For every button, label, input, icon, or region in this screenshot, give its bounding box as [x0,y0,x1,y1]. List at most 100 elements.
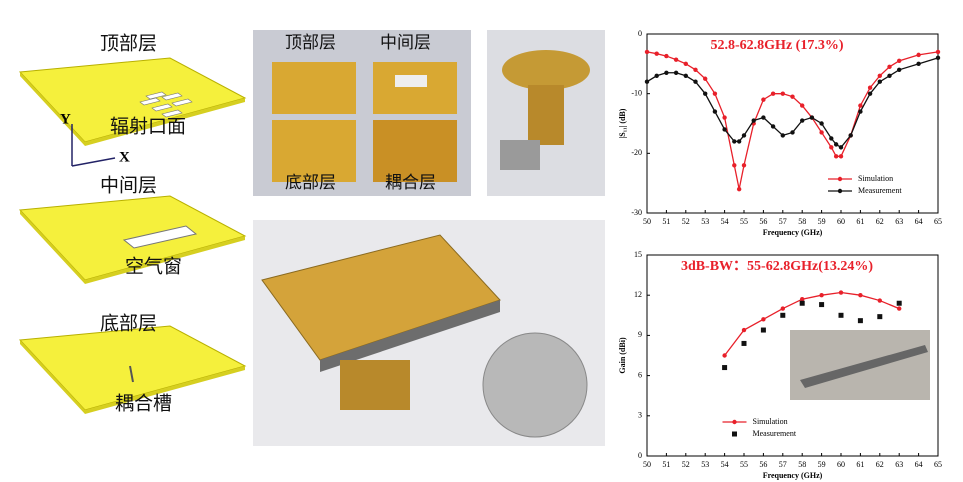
plate-middle [373,62,457,114]
x-tick-label: 59 [818,217,826,226]
legend-label: Simulation [753,417,788,426]
marker [742,328,746,332]
legend-marker [732,420,736,424]
x-tick-label: 51 [662,217,670,226]
coupling-slot-label: 耦合槽 [115,393,172,415]
body [528,85,564,145]
air-window-label: 空气窗 [125,256,182,278]
marker [674,57,678,61]
x-axis-label: Frequency (GHz) [763,471,823,480]
marker [839,313,844,318]
marker [645,80,649,84]
marker [897,301,902,306]
y-tick-label: -10 [631,88,642,97]
y-tick-label: 6 [638,370,642,379]
connector [500,140,540,170]
legend-marker [838,189,842,193]
marker [732,139,736,143]
y-axis-label: |S₁₁| (dB) [618,108,627,138]
plate-top [272,62,356,114]
marker [674,71,678,75]
marker [887,74,891,78]
antenna-feed [340,360,410,410]
y-tick-label: -20 [631,148,642,157]
axis-x-label: X [119,149,130,165]
x-tick-label: 63 [895,217,903,226]
x-tick-label: 61 [856,217,864,226]
marker [684,62,688,66]
y-tick-label: 3 [638,411,642,420]
marker [781,133,785,137]
marker [916,62,920,66]
x-tick-label: 55 [740,217,748,226]
marker [693,68,697,72]
marker [780,313,785,318]
legend-label: Simulation [858,174,893,183]
marker [839,290,843,294]
marker [868,86,872,90]
marker [897,59,901,63]
x-tick-label: 64 [915,217,923,226]
x-tick-label: 63 [895,460,903,469]
marker [761,328,766,333]
marker [742,133,746,137]
marker [722,365,727,370]
marker [655,51,659,55]
marker [897,68,901,72]
marker [819,130,823,134]
x-tick-label: 62 [876,460,884,469]
figure: Y X 顶部层 辐射口面 中间层 空气窗 底部层 耦合槽 顶部层 中间层 底部层… [0,0,963,482]
marker [684,74,688,78]
axis-y-label: Y [60,111,71,127]
marker [664,54,668,58]
photo-label: 底部层 [285,173,336,193]
x-tick-label: 61 [856,460,864,469]
marker [790,94,794,98]
bottom-layer-label: 底部层 [100,313,157,335]
x-tick-label: 53 [701,460,709,469]
legend-label: Measurement [753,429,797,438]
marker [916,53,920,57]
top-layer-label: 顶部层 [100,33,157,55]
marker [693,80,697,84]
marker [834,142,838,146]
marker [936,56,940,60]
flange [502,50,590,90]
annotation: 52.8-62.8GHz (17.3%) [711,38,844,53]
y-tick-label: 12 [634,290,642,299]
marker [771,91,775,95]
marker [897,306,901,310]
x-tick-label: 56 [759,460,767,469]
marker [713,91,717,95]
marker [839,145,843,149]
x-tick-label: 54 [721,217,729,226]
marker [858,103,862,107]
marker [858,293,862,297]
x-tick-label: 52 [682,217,690,226]
legend-marker [732,432,737,437]
y-tick-label: 9 [638,330,642,339]
marker [761,317,765,321]
marker [819,293,823,297]
marker [858,318,863,323]
marker [722,115,726,119]
marker [732,163,736,167]
marker [655,74,659,78]
photo-label: 中间层 [380,33,431,53]
annotation: 3dB-BW：55-62.8GHz(13.24%) [681,259,873,274]
legend-label: Measurement [858,186,902,195]
marker [737,139,741,143]
coin [483,333,587,437]
marker [703,91,707,95]
marker [761,97,765,101]
marker [800,301,805,306]
x-tick-label: 56 [759,217,767,226]
marker [737,187,741,191]
x-tick-label: 50 [643,217,651,226]
y-tick-label: 15 [634,250,642,259]
marker [800,103,804,107]
marker [878,74,882,78]
photos: 顶部层 中间层 底部层 耦合层 [253,30,605,446]
marker [868,91,872,95]
marker [800,118,804,122]
